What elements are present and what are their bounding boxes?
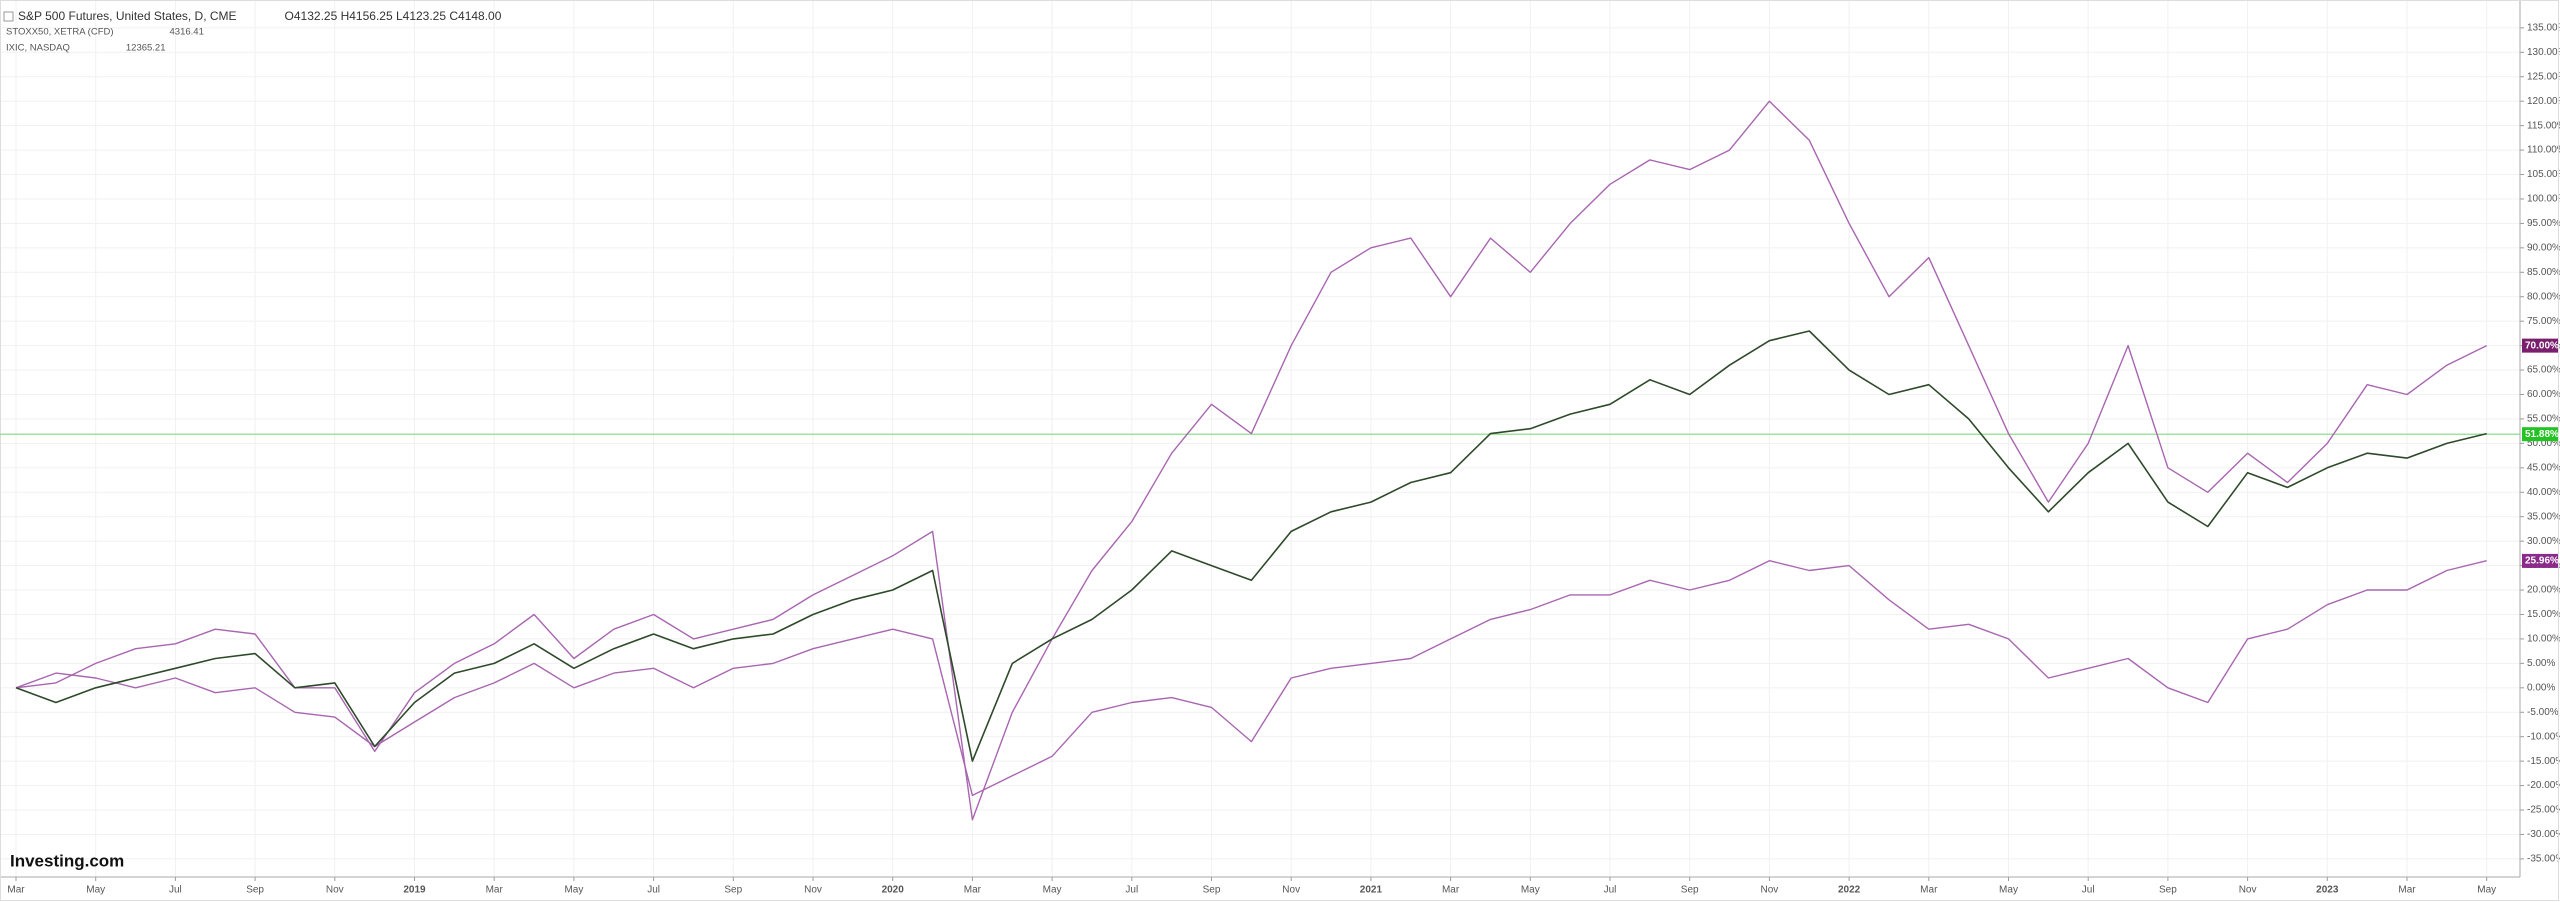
y-tick-label: 110.00%: [2527, 145, 2560, 156]
x-tick-label: Nov: [326, 885, 344, 896]
y-tick-label: 135.00%: [2527, 23, 2560, 34]
x-tick-label: Jul: [1125, 885, 1138, 896]
y-tick-label: -35.00%: [2527, 854, 2560, 865]
x-tick-label: 2020: [882, 885, 905, 896]
x-tick-label: Jul: [647, 885, 660, 896]
y-tick-label: 105.00%: [2527, 169, 2560, 180]
x-tick-label: May: [1043, 885, 1062, 896]
logo: Investing.com: [10, 851, 124, 870]
x-tick-label: May: [564, 885, 583, 896]
y-tick-label: 55.00%: [2527, 414, 2560, 425]
y-tick-label: -20.00%: [2527, 780, 2560, 791]
y-tick-label: 75.00%: [2527, 316, 2560, 327]
x-tick-label: Sep: [1203, 885, 1221, 896]
x-tick-label: Sep: [1681, 885, 1699, 896]
x-tick-label: 2022: [1838, 885, 1861, 896]
y-tick-label: 45.00%: [2527, 462, 2560, 473]
x-tick-label: Sep: [2159, 885, 2177, 896]
x-tick-label: May: [2477, 885, 2496, 896]
x-tick-label: May: [1999, 885, 2018, 896]
legend-quote: 4316.41: [170, 27, 204, 38]
legend-title: S&P 500 Futures, United States, D, CME: [18, 9, 237, 23]
series-line: [15, 100, 2488, 821]
collapse-icon[interactable]: [3, 11, 14, 22]
x-tick-label: Sep: [246, 885, 264, 896]
y-tick-label: -30.00%: [2527, 829, 2560, 840]
x-tick-label: Jul: [1604, 885, 1617, 896]
y-tick-label: -10.00%: [2527, 731, 2560, 742]
x-tick-label: Mar: [1442, 885, 1460, 896]
value-badge-label: 70.00%: [2525, 340, 2559, 351]
x-tick-label: 2021: [1360, 885, 1383, 896]
y-tick-label: -15.00%: [2527, 756, 2560, 767]
series-line: [15, 330, 2487, 762]
y-tick-label: 30.00%: [2527, 536, 2560, 547]
x-tick-label: Mar: [2398, 885, 2416, 896]
legend-entry: IXIC, NASDAQ: [6, 43, 70, 54]
x-tick-label: Nov: [804, 885, 822, 896]
legend-entry: STOXX50, XETRA (CFD): [6, 27, 114, 38]
x-tick-label: May: [86, 885, 105, 896]
x-tick-label: May: [1521, 885, 1540, 896]
y-tick-label: 20.00%: [2527, 585, 2560, 596]
x-tick-label: Mar: [7, 885, 25, 896]
value-badge-label: 51.88%: [2525, 429, 2559, 440]
x-tick-label: Nov: [1761, 885, 1779, 896]
x-tick-label: 2023: [2316, 885, 2339, 896]
x-tick-label: Mar: [486, 885, 504, 896]
y-tick-label: 95.00%: [2527, 218, 2560, 229]
y-tick-label: 0.00%: [2527, 682, 2555, 693]
x-tick-label: Mar: [1920, 885, 1938, 896]
y-tick-label: 80.00%: [2527, 291, 2560, 302]
y-tick-label: -25.00%: [2527, 805, 2560, 816]
y-tick-label: 130.00%: [2527, 47, 2560, 58]
y-tick-label: 10.00%: [2527, 634, 2560, 645]
y-tick-label: 85.00%: [2527, 267, 2560, 278]
x-tick-label: Mar: [964, 885, 982, 896]
legend-quote: O4132.25 H4156.25 L4123.25 C4148.00: [285, 9, 502, 23]
value-badge: [2522, 553, 2558, 568]
x-tick-label: Sep: [724, 885, 742, 896]
y-tick-label: 125.00%: [2527, 71, 2560, 82]
y-tick-label: 60.00%: [2527, 389, 2560, 400]
value-badge: [2522, 427, 2558, 442]
value-badge-label: 25.96%: [2525, 556, 2559, 567]
y-tick-label: -5.00%: [2527, 707, 2559, 718]
y-tick-label: 90.00%: [2527, 242, 2560, 253]
y-tick-label: 65.00%: [2527, 365, 2560, 376]
x-tick-label: 2019: [403, 885, 426, 896]
y-tick-label: 35.00%: [2527, 511, 2560, 522]
x-tick-label: Nov: [2239, 885, 2257, 896]
y-tick-label: 50.00%: [2527, 438, 2560, 449]
y-tick-label: 100.00%: [2527, 194, 2560, 205]
y-tick-label: 120.00%: [2527, 96, 2560, 107]
x-tick-label: Jul: [169, 885, 182, 896]
legend-quote: 12365.21: [126, 43, 166, 54]
x-tick-label: Nov: [1282, 885, 1300, 896]
y-tick-label: 40.00%: [2527, 487, 2560, 498]
value-badge: [2522, 338, 2558, 353]
y-tick-label: 5.00%: [2527, 658, 2555, 669]
series-line: [15, 560, 2487, 797]
y-tick-label: 15.00%: [2527, 609, 2560, 620]
y-tick-label: 115.00%: [2527, 120, 2560, 131]
x-tick-label: Jul: [2082, 885, 2095, 896]
